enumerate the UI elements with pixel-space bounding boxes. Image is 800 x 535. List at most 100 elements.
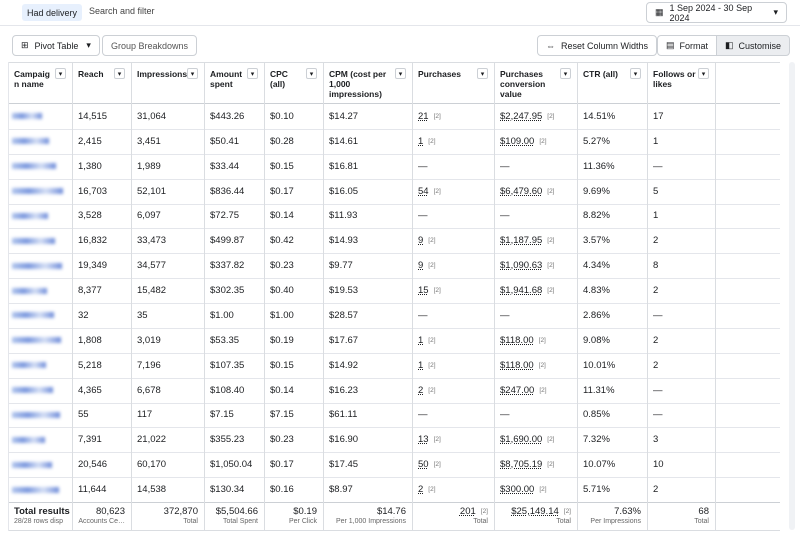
cell-value: 117	[137, 409, 153, 421]
cell-value[interactable]: 50	[418, 459, 429, 471]
table-cell: $16.90	[323, 427, 412, 452]
table-cell: 32	[72, 303, 131, 328]
table-cell: —	[647, 154, 715, 179]
column-menu[interactable]: ▾	[698, 68, 709, 79]
column-header[interactable]: CPM (cost per 1,000 impressions)	[329, 69, 387, 100]
table-cell: 2 [2]	[412, 378, 494, 403]
column-menu[interactable]: ▾	[560, 68, 571, 79]
date-picker[interactable]: ▦ 1 Sep 2024 - 30 Sep 2024 ▾	[646, 2, 787, 23]
total-line: $5,504.66	[216, 506, 258, 518]
table-cell: $17.45	[323, 452, 412, 477]
cell-badge: [2]	[428, 137, 436, 145]
cell-value[interactable]: 15	[418, 285, 429, 297]
column-header[interactable]: Amount spent	[210, 69, 243, 90]
table-cell: 2	[647, 228, 715, 253]
pivot-table-label: Pivot Table	[34, 40, 79, 51]
search-input[interactable]: Search and filter	[89, 6, 155, 16]
column-menu[interactable]: ▾	[187, 68, 198, 79]
cell-value: 15,482	[137, 285, 167, 297]
total-cell: $14.76 Per 1,000 Impressions	[323, 502, 412, 531]
table-cell: 14.51%	[577, 104, 647, 129]
cell-value[interactable]: $247.00	[500, 384, 535, 396]
column-menu[interactable]: ▾	[55, 68, 66, 79]
cell-value: 3,451	[137, 135, 161, 147]
cell-value: $33.44	[210, 160, 240, 172]
cell-value: 17	[653, 110, 664, 122]
table-cell: —	[412, 303, 494, 328]
column-menu[interactable]: ▾	[114, 68, 125, 79]
column-header[interactable]: Follows or likes	[653, 69, 696, 90]
cell-value[interactable]: 1	[418, 359, 424, 371]
cell-value: —	[418, 309, 428, 321]
reset-widths-button[interactable]: ⇔ Reset Column Widths	[537, 35, 658, 56]
cell-value[interactable]: 1	[418, 334, 424, 346]
cell-value[interactable]: 13	[418, 434, 429, 446]
filter-chip[interactable]: Had delivery	[22, 4, 83, 21]
column-header[interactable]: CPC (all)	[270, 69, 288, 90]
column-menu[interactable]: ▾	[630, 68, 641, 79]
pivot-table-button[interactable]: ⊞ Pivot Table ▾	[12, 35, 100, 56]
column-header[interactable]: Purchases	[418, 69, 461, 79]
total-line: 372,870	[164, 506, 198, 518]
cell-value: $14.27	[329, 110, 359, 122]
total-value: $14.76	[376, 506, 406, 518]
cell-value: 2	[653, 334, 659, 346]
table-cell: 4.34%	[577, 253, 647, 278]
cell-value: —	[653, 384, 663, 396]
header-bg	[8, 62, 780, 104]
cell-value[interactable]: 54	[418, 185, 429, 197]
cell-value[interactable]: 21	[418, 110, 429, 122]
cell-value[interactable]: $300.00	[500, 484, 535, 496]
total-cell: 372,870 Total	[131, 502, 204, 531]
scrollbar[interactable]	[789, 62, 795, 530]
table-cell: 54 [2]	[412, 179, 494, 204]
table-cell: $0.15	[264, 353, 323, 378]
column-menu[interactable]: ▾	[306, 68, 317, 79]
row-divider	[8, 377, 780, 379]
cell-value[interactable]: $6,479.60	[500, 185, 543, 197]
table-cell: $16.81	[323, 154, 412, 179]
cell-value[interactable]: 9	[418, 235, 424, 247]
cell-value[interactable]: $1,187.95	[500, 235, 543, 247]
cell-value[interactable]: 2	[418, 384, 424, 396]
cell-value[interactable]: $2,247.95	[500, 110, 543, 122]
cell-badge: [2]	[538, 361, 546, 369]
total-badge: [2]	[480, 508, 488, 516]
group-breakdowns-button[interactable]: Group Breakdowns	[102, 35, 198, 56]
total-cell: 68 Total	[647, 502, 715, 531]
column-header[interactable]: Reach	[78, 69, 104, 79]
table-cell: 5.71%	[577, 477, 647, 502]
cell-value[interactable]: 1	[418, 135, 424, 147]
cell-value[interactable]: 2	[418, 484, 424, 496]
table-cell: $72.75	[204, 204, 264, 229]
cell-value[interactable]: $109.00	[500, 135, 535, 147]
cell-value: —	[500, 210, 510, 222]
redacted-campaign-name	[12, 262, 62, 269]
cell-value[interactable]: $1,941.68	[500, 285, 543, 297]
column-menu[interactable]: ▾	[247, 68, 258, 79]
cell-value[interactable]: $8,705.19	[500, 459, 543, 471]
cell-value[interactable]: $118.00	[500, 359, 534, 371]
table-cell: 6,097	[131, 204, 204, 229]
cell-value: 1	[653, 210, 659, 222]
table-cell: 4.83%	[577, 278, 647, 303]
table-cell: $0.42	[264, 228, 323, 253]
cell-badge: [2]	[539, 486, 547, 494]
cell-value[interactable]: $1,090.63	[500, 260, 543, 272]
cell-value: $7.15	[270, 409, 294, 421]
table-cell: —	[494, 204, 577, 229]
customise-button[interactable]: ◧ Customise	[716, 35, 791, 56]
column-header[interactable]: Purchases conversion value	[500, 69, 546, 100]
cell-value[interactable]: $1,690.00	[500, 434, 543, 446]
column-header[interactable]: Campaign name	[14, 69, 50, 90]
cell-value: $53.35	[210, 334, 240, 346]
column-header[interactable]: CTR (all)	[583, 69, 618, 79]
table-cell: $28.57	[323, 303, 412, 328]
table-cell: $1,941.68 [2]	[494, 278, 577, 303]
cell-value[interactable]: $118.00	[500, 334, 534, 346]
cell-value[interactable]: 9	[418, 260, 424, 272]
column-header[interactable]: Impressions	[137, 69, 188, 79]
column-menu[interactable]: ▾	[477, 68, 488, 79]
column-menu[interactable]: ▾	[395, 68, 406, 79]
